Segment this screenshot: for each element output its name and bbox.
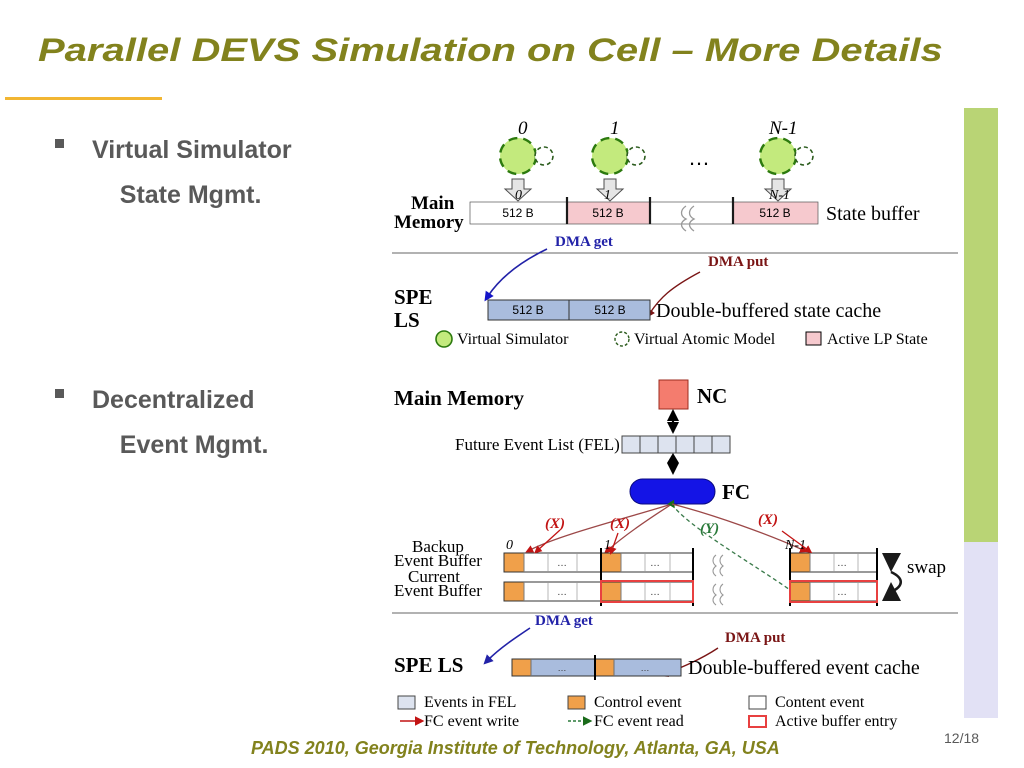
svg-text:…: … <box>558 663 567 673</box>
svg-text:DMA get: DMA get <box>535 613 593 629</box>
svg-text:…: … <box>837 587 847 598</box>
svg-text:SPE LS: SPE LS <box>394 653 463 677</box>
svg-text:FC event write: FC event write <box>424 713 519 730</box>
svg-text:0: 0 <box>506 538 513 553</box>
svg-text:…: … <box>641 663 650 673</box>
svg-text:Active buffer entry: Active buffer entry <box>775 713 897 730</box>
svg-text:DMA put: DMA put <box>725 630 785 646</box>
svg-text:Main Memory: Main Memory <box>394 386 525 410</box>
svg-text:1: 1 <box>604 538 611 553</box>
svg-text:swap: swap <box>907 557 946 578</box>
svg-text:Future Event List (FEL): Future Event List (FEL) <box>455 435 620 454</box>
svg-text:(X): (X) <box>545 516 565 532</box>
svg-text:NC: NC <box>697 384 727 408</box>
svg-text:Event Buffer: Event Buffer <box>394 581 482 600</box>
svg-text:Events in FEL: Events in FEL <box>424 694 516 711</box>
svg-text:Double-buffered event cache: Double-buffered event cache <box>688 657 920 679</box>
svg-text:(X): (X) <box>610 516 630 532</box>
svg-text:FC: FC <box>722 480 750 504</box>
svg-text:…: … <box>557 558 567 569</box>
svg-text:…: … <box>650 587 660 598</box>
svg-text:Control event: Control event <box>594 694 682 711</box>
svg-text:FC event read: FC event read <box>594 713 684 730</box>
svg-text:…: … <box>837 558 847 569</box>
svg-text:(Y): (Y) <box>700 521 719 537</box>
svg-text:(X): (X) <box>758 512 778 528</box>
svg-text:Content event: Content event <box>775 694 865 711</box>
svg-text:…: … <box>650 558 660 569</box>
svg-text:…: … <box>557 587 567 598</box>
